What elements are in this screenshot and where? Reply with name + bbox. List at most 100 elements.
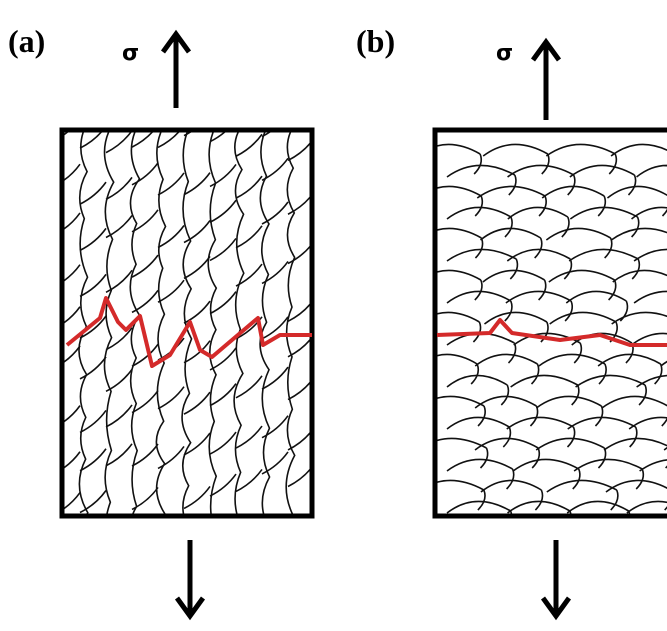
grain-boundary (628, 175, 635, 195)
grain-boundary (598, 448, 605, 468)
grain-boundary (573, 469, 580, 489)
grain-boundary (662, 406, 667, 426)
grain-boundary (475, 238, 482, 258)
grain-boundary (480, 448, 487, 468)
grain-boundary (568, 417, 636, 429)
figure: (a) σ (b) σ (0, 0, 667, 631)
grain-boundary (567, 427, 574, 447)
grain-boundary (632, 217, 639, 237)
grain-boundary (570, 165, 635, 177)
stress-symbol: σ (122, 41, 139, 66)
grain-boundary (260, 125, 269, 524)
grain-boundary (505, 301, 512, 321)
grain-boundary (637, 375, 667, 387)
panel-label: (a) (8, 23, 45, 59)
grain-boundary (417, 186, 481, 198)
grain-boundary (602, 396, 667, 408)
grain-boundary (539, 196, 546, 216)
grain-boundary (562, 217, 569, 237)
grain-boundary (599, 364, 606, 384)
grain-boundary (546, 228, 610, 240)
grain-boundary (598, 196, 605, 216)
grain-boundary (80, 357, 106, 379)
grain-boundary (417, 480, 484, 492)
grain-boundary (54, 265, 80, 287)
grain-boundary (511, 375, 578, 387)
grain-boundary (417, 270, 481, 282)
grain-boundary (262, 115, 288, 137)
grain-boundary (478, 406, 485, 426)
grain-boundary (655, 364, 662, 384)
grain-boundary (627, 501, 667, 513)
grain-pattern (52, 114, 322, 563)
grain-boundary (574, 459, 642, 471)
grain-boundary (613, 270, 667, 282)
grain-boundary (606, 480, 667, 492)
grain-boundary (565, 301, 572, 321)
grain-boundary (632, 259, 639, 279)
grain-boundary (475, 354, 537, 366)
grain-boundary (530, 406, 537, 426)
grain-boundary (505, 217, 512, 237)
grain-boundary (506, 291, 571, 303)
grain-boundary (513, 459, 579, 471)
grain-boundary (54, 213, 80, 235)
grain-boundary (447, 459, 513, 471)
grain-boundary (611, 144, 667, 156)
grain-boundary (417, 396, 484, 408)
grain-boundary (158, 387, 184, 409)
grain-boundary (508, 165, 574, 177)
grain-boundary (130, 125, 139, 546)
grain-boundary (236, 226, 262, 248)
grain-boundary (54, 452, 80, 474)
grain-boundary (605, 238, 612, 258)
grain-boundary (611, 228, 667, 240)
grain-boundary (184, 301, 210, 323)
grain-boundary (630, 427, 637, 447)
grain-boundary (158, 280, 184, 302)
grain-boundary (607, 186, 667, 198)
grain-boundary (132, 163, 158, 185)
grain-boundary (286, 125, 296, 555)
grain-boundary (662, 196, 667, 216)
grain-boundary (532, 448, 539, 468)
grain-boundary (507, 469, 514, 489)
grain-boundary (106, 131, 132, 153)
grain-boundary (612, 312, 667, 324)
grain-boundary (80, 449, 106, 471)
grain-boundary (184, 220, 210, 242)
stress-arrow (163, 34, 569, 616)
grain-boundary (609, 280, 616, 300)
panel-label: (b) (356, 23, 395, 59)
grain-boundary (471, 364, 478, 384)
grain-boundary (106, 405, 132, 427)
grain-boundary (475, 196, 482, 216)
grain-boundary (184, 433, 210, 455)
grain-boundary (80, 228, 106, 250)
grain-boundary (79, 125, 88, 559)
grain-boundary (546, 144, 615, 156)
crack-path (67, 298, 312, 366)
grain-boundary (236, 134, 262, 156)
grain-boundary (210, 164, 236, 186)
grain-boundary (54, 307, 80, 329)
grain-boundary (417, 144, 480, 156)
grain-boundary (447, 207, 511, 219)
grain-boundary (447, 165, 515, 177)
grain-boundary (80, 491, 106, 513)
grain-boundary (447, 291, 511, 303)
grain-boundary (574, 343, 581, 363)
grain-boundary (636, 469, 643, 489)
grain-boundary (417, 312, 479, 324)
grain-boundary (637, 165, 667, 177)
grain-boundary (478, 490, 485, 510)
grain-boundary (447, 501, 511, 513)
grain-boundary (639, 385, 646, 405)
grain-boundary (508, 343, 515, 363)
grain-boundary (569, 249, 638, 261)
grain-boundary (566, 291, 626, 303)
grain-boundary (236, 176, 262, 198)
grain-boundary (262, 202, 288, 224)
grain-boundary (532, 364, 539, 384)
grain-boundary (80, 182, 106, 204)
